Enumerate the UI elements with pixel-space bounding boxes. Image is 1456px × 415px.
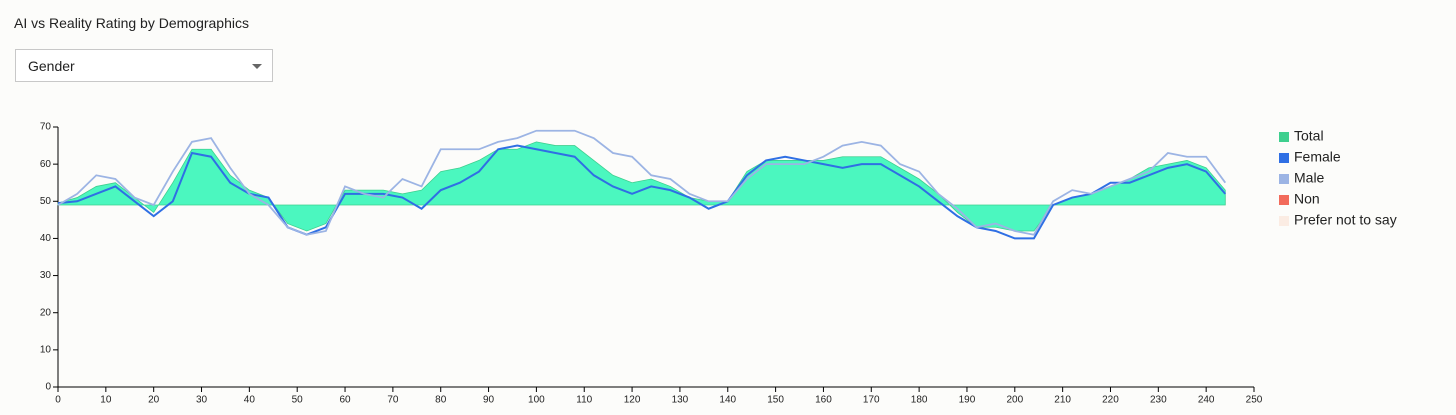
x-tick-label: 30 <box>196 395 208 406</box>
x-tick-label: 250 <box>1246 395 1263 406</box>
x-tick-label: 130 <box>672 395 689 406</box>
area <box>57 141 1226 232</box>
legend[interactable]: Total <box>1294 128 1324 144</box>
x-tick-label: 180 <box>911 395 928 406</box>
x-tick-label: 190 <box>959 395 976 406</box>
legend[interactable]: Non <box>1294 191 1320 207</box>
y-tick-label: 40 <box>40 233 52 244</box>
x-tick-label: 60 <box>339 395 351 406</box>
y-tick-label: 0 <box>45 382 51 393</box>
legend-swatch[interactable] <box>1279 153 1289 163</box>
x-tick-label: 210 <box>1054 395 1071 406</box>
x-tick-label: 230 <box>1150 395 1167 406</box>
x-tick-label: 240 <box>1198 395 1215 406</box>
x-tick-label: 10 <box>100 395 112 406</box>
y-tick-label: 20 <box>40 307 52 318</box>
x-tick-label: 200 <box>1006 395 1023 406</box>
x-tick-label: 50 <box>292 395 304 406</box>
chart-title: AI vs Reality Rating by Demographics <box>14 15 249 31</box>
legend[interactable]: Female <box>1294 149 1341 165</box>
y-tick-label: 60 <box>40 159 52 170</box>
x-tick-label: 80 <box>435 395 447 406</box>
legend[interactable]: Male <box>1294 170 1325 186</box>
dropdown-arrow <box>252 64 262 69</box>
y-tick-label: 70 <box>40 122 52 133</box>
x-tick-label: 170 <box>863 395 880 406</box>
legend-swatch[interactable] <box>1279 195 1289 205</box>
x-tick-label: 100 <box>528 395 545 406</box>
legend-swatch[interactable] <box>1279 216 1289 226</box>
x-tick-label: 20 <box>148 395 160 406</box>
x-tick-label: 40 <box>244 395 256 406</box>
legend[interactable]: Prefer not to say <box>1294 212 1397 228</box>
demographic-dropdown[interactable]: Gender <box>15 49 273 82</box>
x-tick-label: 120 <box>624 395 641 406</box>
y-tick-label: 10 <box>40 344 52 355</box>
y-tick-label: 50 <box>40 196 52 207</box>
line <box>57 144 1227 240</box>
x-tick-label: 90 <box>483 395 495 406</box>
dropdown-value: Gender <box>28 58 75 74</box>
legend-swatch[interactable] <box>1279 132 1289 142</box>
x-tick-label: 150 <box>767 395 784 406</box>
y-tick-label: 30 <box>40 270 52 281</box>
x-tick-label: 160 <box>815 395 832 406</box>
x-tick-label: 140 <box>719 395 736 406</box>
x-tick-label: 110 <box>576 395 592 406</box>
x-tick-label: 0 <box>55 395 61 406</box>
legend-swatch[interactable] <box>1279 174 1289 184</box>
x-tick-label: 220 <box>1102 395 1119 406</box>
line <box>57 129 1227 236</box>
x-tick-label: 70 <box>387 395 399 406</box>
